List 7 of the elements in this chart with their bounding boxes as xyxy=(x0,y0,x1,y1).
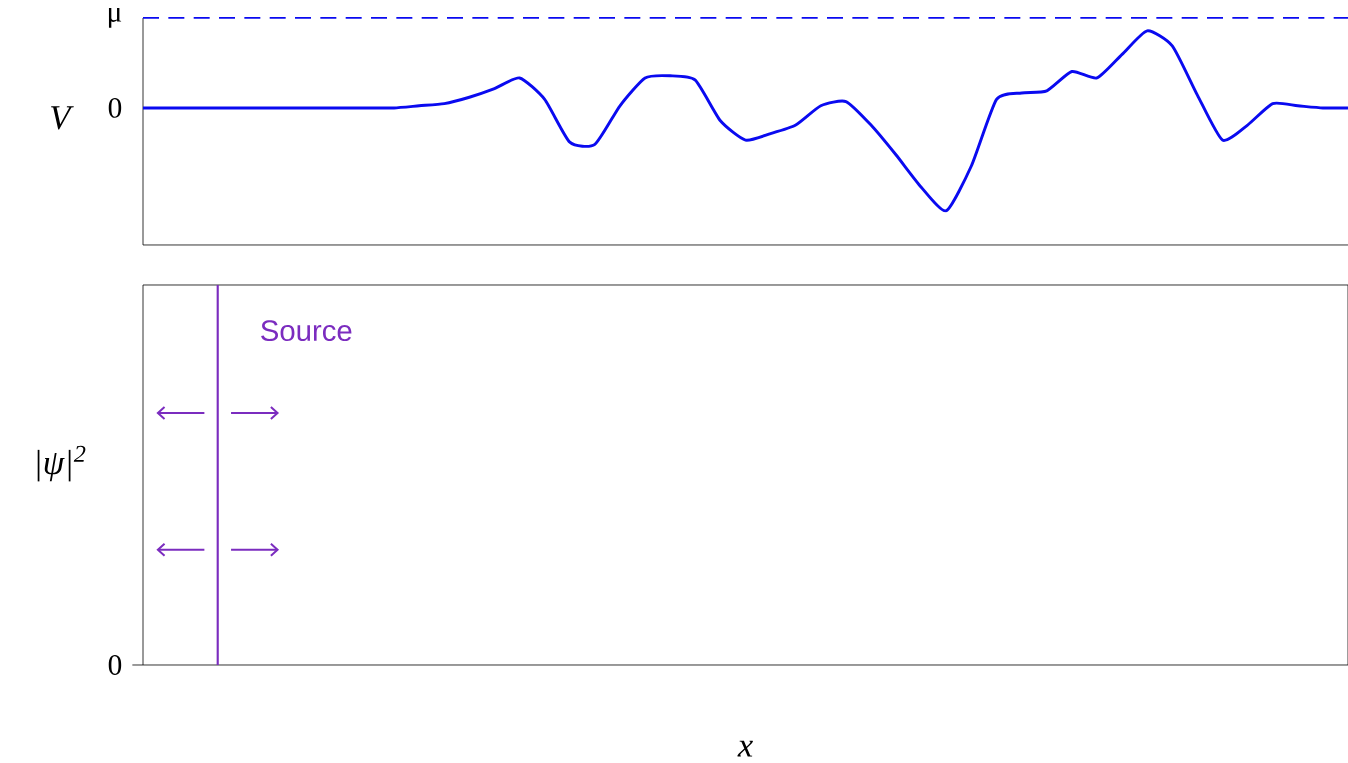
text: 0 xyxy=(108,98,122,118)
text: |ψ|$^{2}$ xyxy=(37,445,86,482)
text: 0 xyxy=(108,655,122,675)
text: x xyxy=(737,740,753,757)
ref-line-label: μ xyxy=(108,8,122,28)
y-axis-title: V xyxy=(51,106,74,130)
text: Source xyxy=(261,320,352,342)
